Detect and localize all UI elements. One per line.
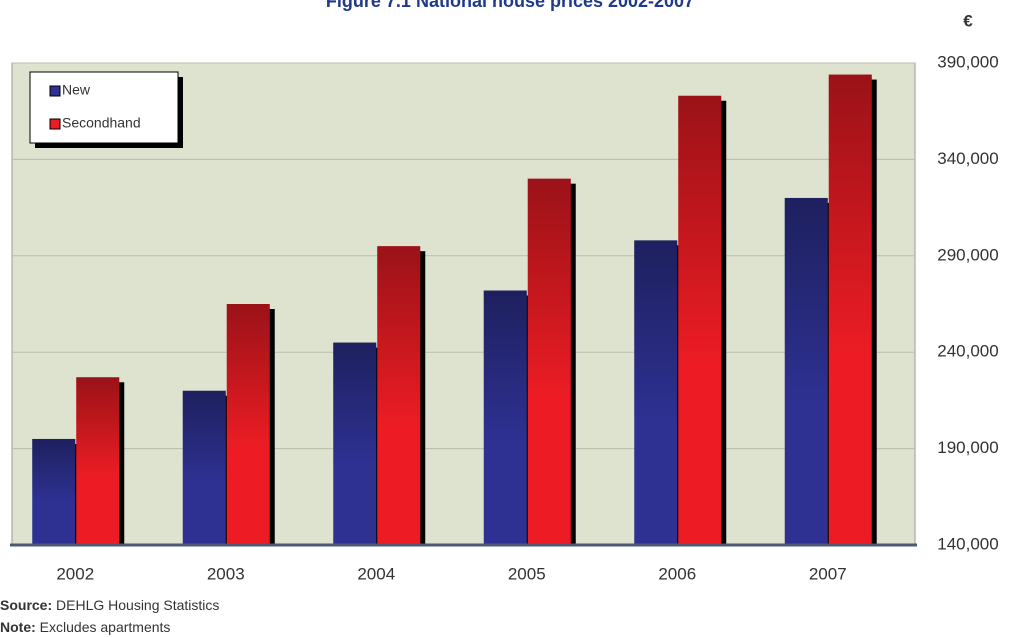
bar-shade xyxy=(377,246,421,545)
bar-shade xyxy=(527,178,571,545)
legend-label: Secondhand xyxy=(62,115,141,131)
source-text: DEHLG Housing Statistics xyxy=(56,597,219,613)
note-label: Note: xyxy=(0,619,36,635)
legend-label: New xyxy=(62,82,91,98)
y-tick-label: 140,000 xyxy=(937,534,998,553)
x-tick-label: 2005 xyxy=(508,564,546,583)
y-tick-label: 190,000 xyxy=(937,438,998,457)
chart-title: Figure 7.1 National house prices 2002-20… xyxy=(326,0,694,11)
bar-shade xyxy=(784,197,828,545)
legend-swatch xyxy=(49,85,61,97)
legend: New Secondhand xyxy=(29,71,183,148)
x-tick-label: 2007 xyxy=(809,564,847,583)
bar-shade xyxy=(333,342,377,545)
bar-shade xyxy=(678,95,722,545)
note-text: Excludes apartments xyxy=(40,619,171,635)
y-tick-label: 240,000 xyxy=(937,342,998,361)
legend-box xyxy=(29,71,179,144)
bar-shade xyxy=(182,390,226,545)
x-tick-label: 2002 xyxy=(56,564,94,583)
bar-shade xyxy=(828,74,872,546)
note: Note: Excludes apartments xyxy=(0,619,170,635)
bar-shade xyxy=(32,438,76,545)
x-tick-label: 2003 xyxy=(207,564,245,583)
bar-shade xyxy=(76,377,120,545)
y-axis-label: € xyxy=(963,11,973,30)
source-label: Source: xyxy=(0,597,52,613)
legend-swatch xyxy=(49,118,61,130)
y-tick-label: 390,000 xyxy=(937,52,998,71)
y-tick-label: 340,000 xyxy=(937,149,998,168)
bar-shade xyxy=(483,290,527,545)
bar-shade xyxy=(226,304,270,545)
bar-shade xyxy=(634,240,678,545)
source: Source: DEHLG Housing Statistics xyxy=(0,597,219,613)
x-tick-label: 2006 xyxy=(658,564,696,583)
y-tick-label: 290,000 xyxy=(937,245,998,264)
x-tick-label: 2004 xyxy=(357,564,395,583)
